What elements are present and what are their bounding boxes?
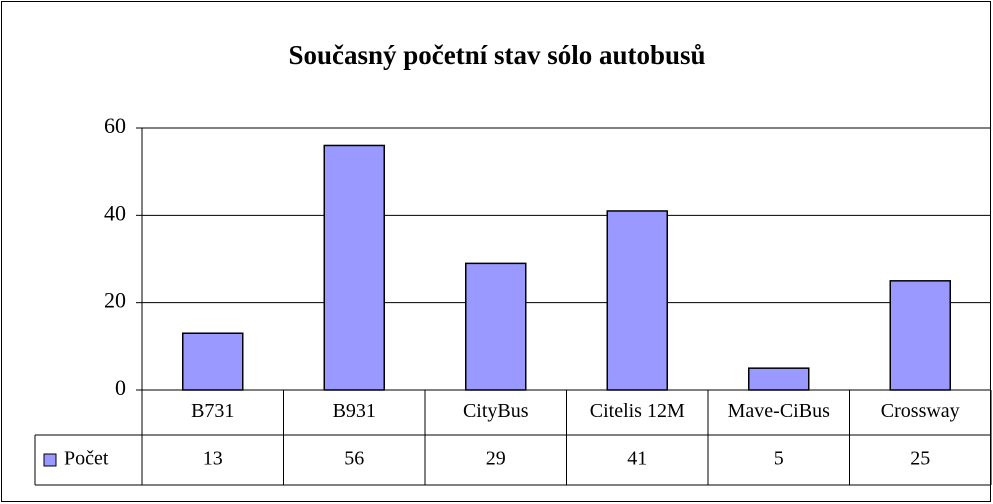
table-value: 56 <box>344 448 364 470</box>
bar <box>323 144 385 391</box>
x-tick-label: Mave-CiBus <box>728 400 830 422</box>
x-tick-label: CityBus <box>463 400 529 422</box>
table-value: 41 <box>627 448 647 470</box>
y-tick-label: 20 <box>104 288 126 313</box>
table-value: 25 <box>910 448 930 470</box>
table-value: 13 <box>203 448 223 470</box>
bar <box>606 210 668 391</box>
y-tick-label: 40 <box>104 200 126 225</box>
table-value: 29 <box>486 448 506 470</box>
table-value: 5 <box>774 448 784 470</box>
legend-swatch <box>43 453 57 467</box>
x-tick-label: Crossway <box>881 400 960 422</box>
bar <box>465 262 527 391</box>
y-tick-label: 0 <box>115 375 126 400</box>
bar <box>748 367 810 391</box>
x-tick-label: Citelis 12M <box>590 400 685 422</box>
bar <box>182 332 244 391</box>
x-tick-label: B931 <box>333 400 376 422</box>
y-tick-label: 60 <box>104 113 126 138</box>
x-tick-label: B731 <box>191 400 234 422</box>
chart-title: Současný početní stav sólo autobusů <box>288 40 705 70</box>
bar <box>889 280 951 391</box>
legend-label: Počet <box>64 448 109 470</box>
